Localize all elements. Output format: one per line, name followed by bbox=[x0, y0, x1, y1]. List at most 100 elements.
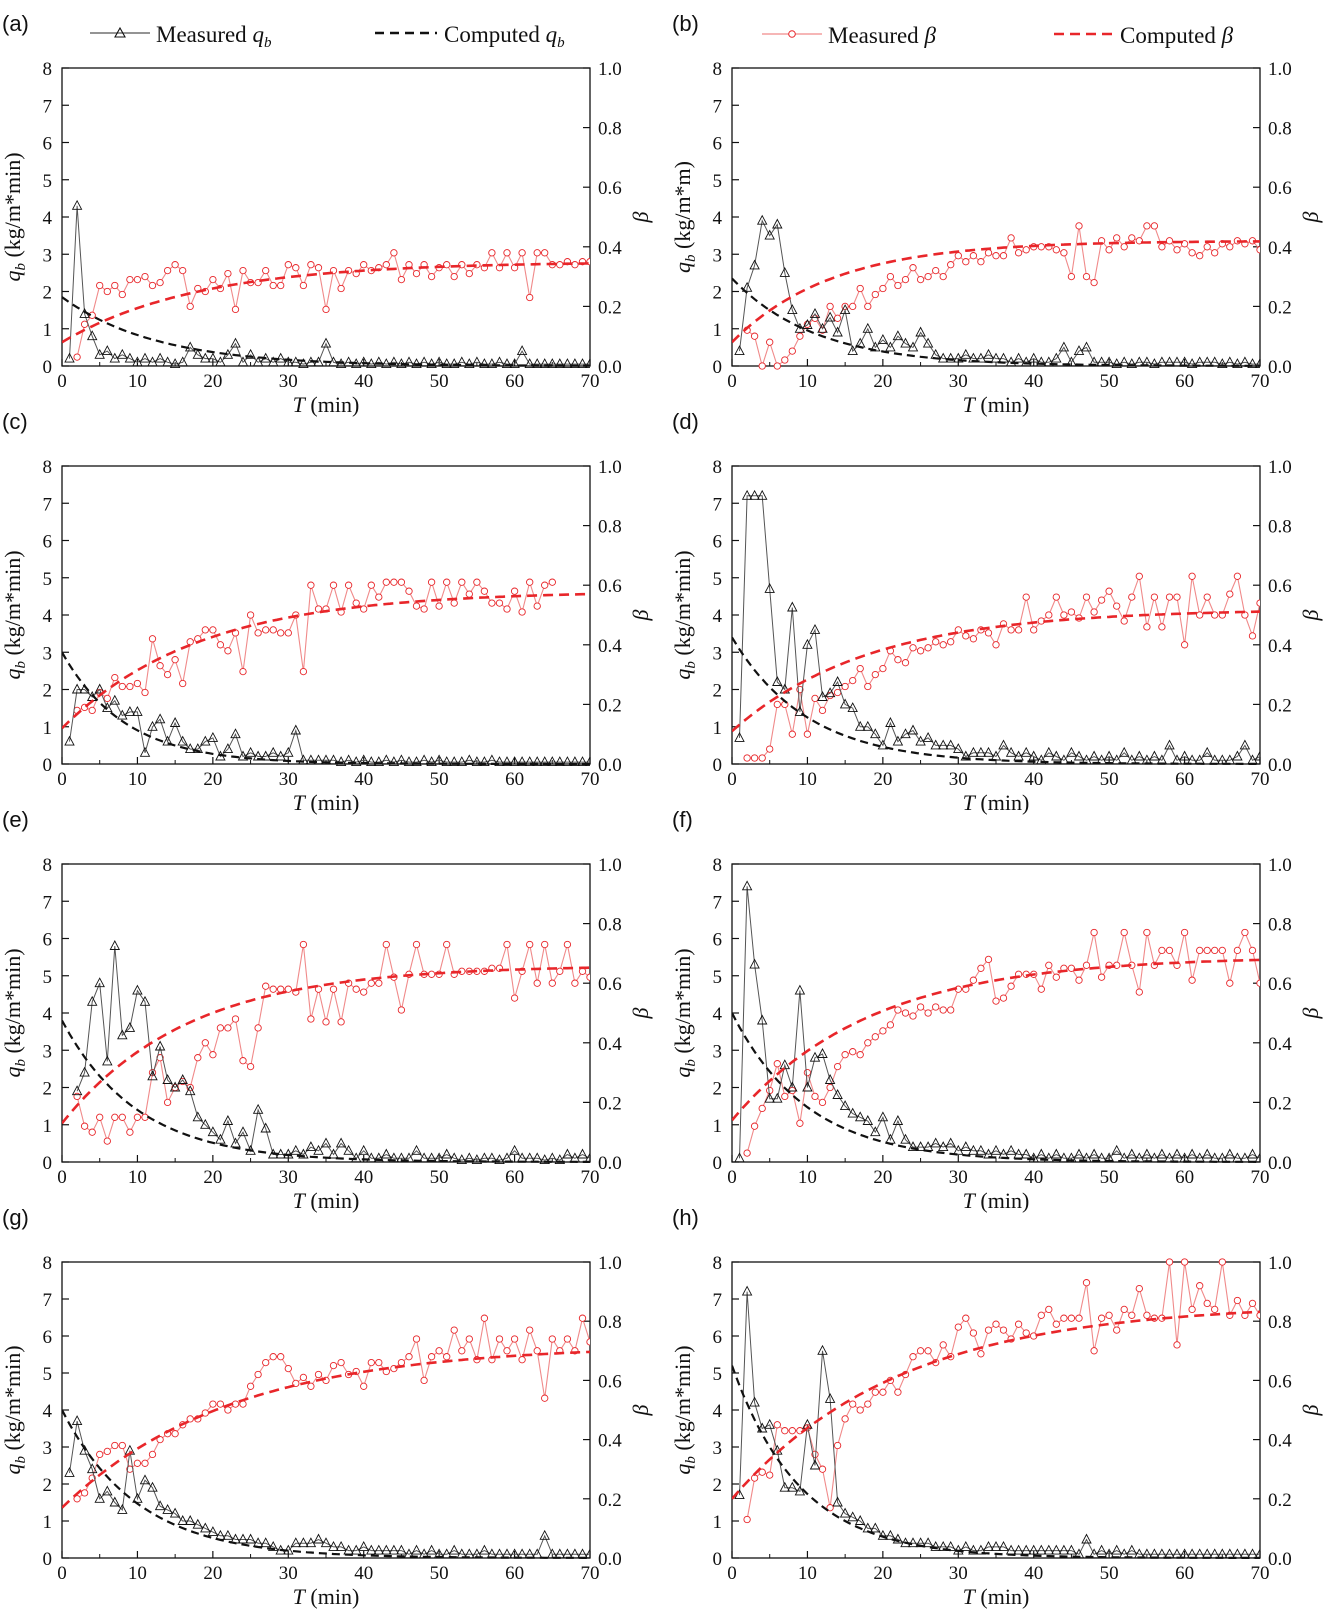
measured-qb-point bbox=[877, 739, 889, 750]
y-axis-label-sym: q bbox=[0, 1464, 25, 1475]
measured-qb-point bbox=[418, 356, 430, 367]
measured-beta-point bbox=[1256, 599, 1260, 607]
measured-beta-point bbox=[947, 261, 955, 269]
measured-beta-point bbox=[1165, 593, 1174, 601]
y2-tick-label: 1.0 bbox=[1268, 457, 1292, 478]
y2-tick-label: 0.8 bbox=[598, 119, 622, 140]
y-tick-label: 2 bbox=[713, 1079, 723, 1100]
measured-qb-point bbox=[1239, 356, 1251, 367]
measured-beta-point bbox=[871, 290, 879, 299]
computed-qb-curve bbox=[732, 636, 1260, 766]
measured-qb-point bbox=[132, 705, 143, 716]
legend-right: Measured β Computed β bbox=[762, 23, 1234, 48]
measured-beta-point bbox=[1165, 1258, 1174, 1266]
measured-beta-point bbox=[750, 754, 759, 762]
measured-qb-point bbox=[885, 717, 896, 727]
measured-beta-point bbox=[262, 626, 270, 634]
measured-beta-point bbox=[556, 967, 564, 975]
measured-qb-point bbox=[937, 352, 949, 363]
measured-beta-point bbox=[284, 261, 292, 269]
y2-tick-label: 0.0 bbox=[1268, 755, 1292, 776]
measured-beta-point bbox=[818, 1465, 827, 1473]
measured-beta-point bbox=[322, 305, 330, 314]
x-tick-label: 30 bbox=[279, 371, 298, 392]
measured-beta-point bbox=[382, 940, 390, 949]
measured-beta-point bbox=[849, 1400, 857, 1408]
measured-beta-point bbox=[541, 1394, 549, 1402]
measured-beta-point bbox=[1082, 1279, 1091, 1287]
measured-qb-point bbox=[320, 754, 332, 765]
measured-qb-point bbox=[839, 1507, 851, 1518]
measured-beta-point bbox=[397, 1006, 406, 1014]
y-tick-label: 2 bbox=[713, 283, 723, 304]
measured-qb-point bbox=[222, 1115, 234, 1125]
measured-beta-point bbox=[344, 581, 353, 589]
y-tick-label: 0 bbox=[43, 755, 53, 776]
measured-qb-point bbox=[1201, 1148, 1213, 1159]
x-tick-label: 10 bbox=[798, 769, 817, 790]
y-tick-label: 8 bbox=[43, 457, 53, 478]
measured-beta-point bbox=[788, 1427, 796, 1435]
x-tick-label: 10 bbox=[128, 371, 147, 392]
measured-qb-point bbox=[892, 330, 904, 341]
measured-beta-point bbox=[231, 305, 240, 314]
measured-qb-point bbox=[1036, 356, 1047, 367]
measured-qb-point bbox=[448, 756, 460, 767]
measured-qb-line bbox=[739, 1291, 1260, 1555]
y-tick-label: 4 bbox=[43, 606, 53, 627]
measured-beta-point bbox=[909, 264, 917, 272]
measured-beta-point bbox=[299, 281, 308, 290]
measured-qb-point bbox=[862, 322, 874, 333]
x-tick-label: 0 bbox=[57, 1563, 67, 1584]
measured-qb-point bbox=[809, 307, 821, 318]
measured-beta-point bbox=[999, 1326, 1008, 1334]
computed-beta-curve bbox=[62, 262, 590, 344]
measured-qb-point bbox=[86, 995, 98, 1006]
chart-panel-e: (e) 0 10 20 30 40 50 60 70 0 1 2 3 4 5 6 7 8 0.0 0.2 0.4 0.6 0… bbox=[0, 807, 653, 1213]
measured-qb-point bbox=[177, 1515, 188, 1525]
measured-beta-point bbox=[984, 249, 993, 257]
measured-beta-point bbox=[541, 940, 549, 949]
y-tick-label: 0 bbox=[43, 1153, 53, 1174]
measured-beta-point bbox=[148, 635, 157, 643]
y-axis-label-unit: (kg/m*min) bbox=[0, 550, 25, 661]
measured-qb-point bbox=[1096, 1152, 1107, 1163]
x-tick-label: 40 bbox=[354, 1167, 373, 1188]
measured-beta-point bbox=[435, 602, 443, 610]
measured-beta-point bbox=[818, 706, 827, 715]
measured-qb-point bbox=[1013, 352, 1024, 363]
x-tick-label: 20 bbox=[203, 769, 222, 790]
measured-beta-point bbox=[118, 290, 126, 299]
measured-qb-point bbox=[298, 1148, 309, 1159]
measured-qb-point bbox=[1028, 1152, 1039, 1163]
measured-beta-point bbox=[1203, 243, 1211, 251]
measured-qb-point bbox=[373, 1544, 385, 1555]
y2-tick-label: 0.2 bbox=[598, 1490, 622, 1511]
measured-qb-point bbox=[252, 1103, 264, 1114]
measured-qb-point bbox=[471, 756, 483, 767]
measured-beta-point bbox=[864, 682, 872, 691]
measured-beta-point bbox=[1007, 234, 1015, 242]
measured-qb-point bbox=[1118, 1548, 1130, 1559]
measured-qb-point bbox=[847, 1511, 858, 1522]
measured-qb-point bbox=[448, 1544, 460, 1555]
measured-qb-point bbox=[1028, 352, 1039, 363]
measured-qb-point bbox=[584, 756, 590, 767]
measured-qb-point bbox=[1209, 356, 1220, 367]
measured-beta-point bbox=[1180, 240, 1189, 248]
y-axis-label-sub: b bbox=[13, 661, 29, 669]
measured-beta-point bbox=[969, 976, 978, 984]
measured-beta-point bbox=[254, 629, 262, 637]
x-tick-label: 60 bbox=[505, 1167, 524, 1188]
measured-qb-point bbox=[109, 694, 121, 705]
measured-beta-point bbox=[390, 578, 398, 586]
measured-qb-point bbox=[335, 756, 347, 767]
measured-qb-point bbox=[516, 345, 528, 356]
measured-qb-point bbox=[328, 356, 339, 367]
measured-qb-point bbox=[426, 756, 437, 767]
measured-beta-point bbox=[390, 249, 398, 257]
x-tick-label: 30 bbox=[279, 769, 298, 790]
measured-qb-point bbox=[162, 1503, 173, 1514]
measured-qb-point bbox=[1149, 1152, 1160, 1163]
measured-beta-point bbox=[307, 1382, 315, 1390]
